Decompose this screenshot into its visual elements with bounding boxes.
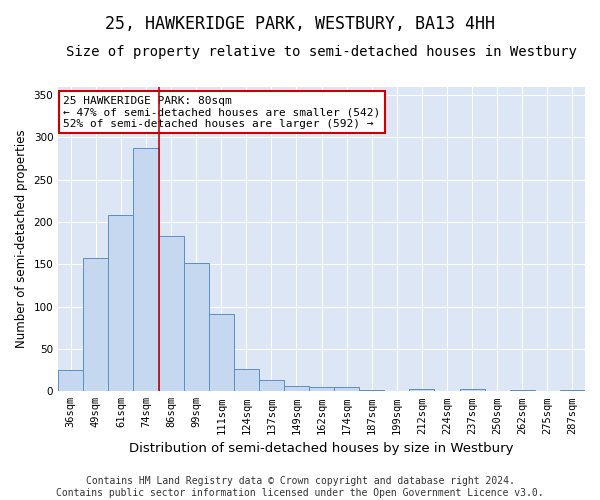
Title: Size of property relative to semi-detached houses in Westbury: Size of property relative to semi-detach… [66,45,577,59]
X-axis label: Distribution of semi-detached houses by size in Westbury: Distribution of semi-detached houses by … [130,442,514,455]
Bar [184,262,209,392]
Y-axis label: Number of semi-detached properties: Number of semi-detached properties [15,130,28,348]
Bar [560,390,585,392]
Bar [83,258,109,392]
Bar [460,389,485,392]
Bar [409,389,434,392]
Text: 25, HAWKERIDGE PARK, WESTBURY, BA13 4HH: 25, HAWKERIDGE PARK, WESTBURY, BA13 4HH [105,15,495,33]
Bar [209,314,234,392]
Bar [109,215,133,392]
Bar [334,387,359,392]
Bar [309,387,334,392]
Bar [58,370,83,392]
Text: 25 HAWKERIDGE PARK: 80sqm
← 47% of semi-detached houses are smaller (542)
52% of: 25 HAWKERIDGE PARK: 80sqm ← 47% of semi-… [64,96,380,129]
Bar [359,390,385,392]
Bar [284,386,309,392]
Bar [259,380,284,392]
Bar [158,236,184,392]
Bar [510,390,535,392]
Text: Contains HM Land Registry data © Crown copyright and database right 2024.
Contai: Contains HM Land Registry data © Crown c… [56,476,544,498]
Bar [133,148,158,392]
Bar [234,370,259,392]
